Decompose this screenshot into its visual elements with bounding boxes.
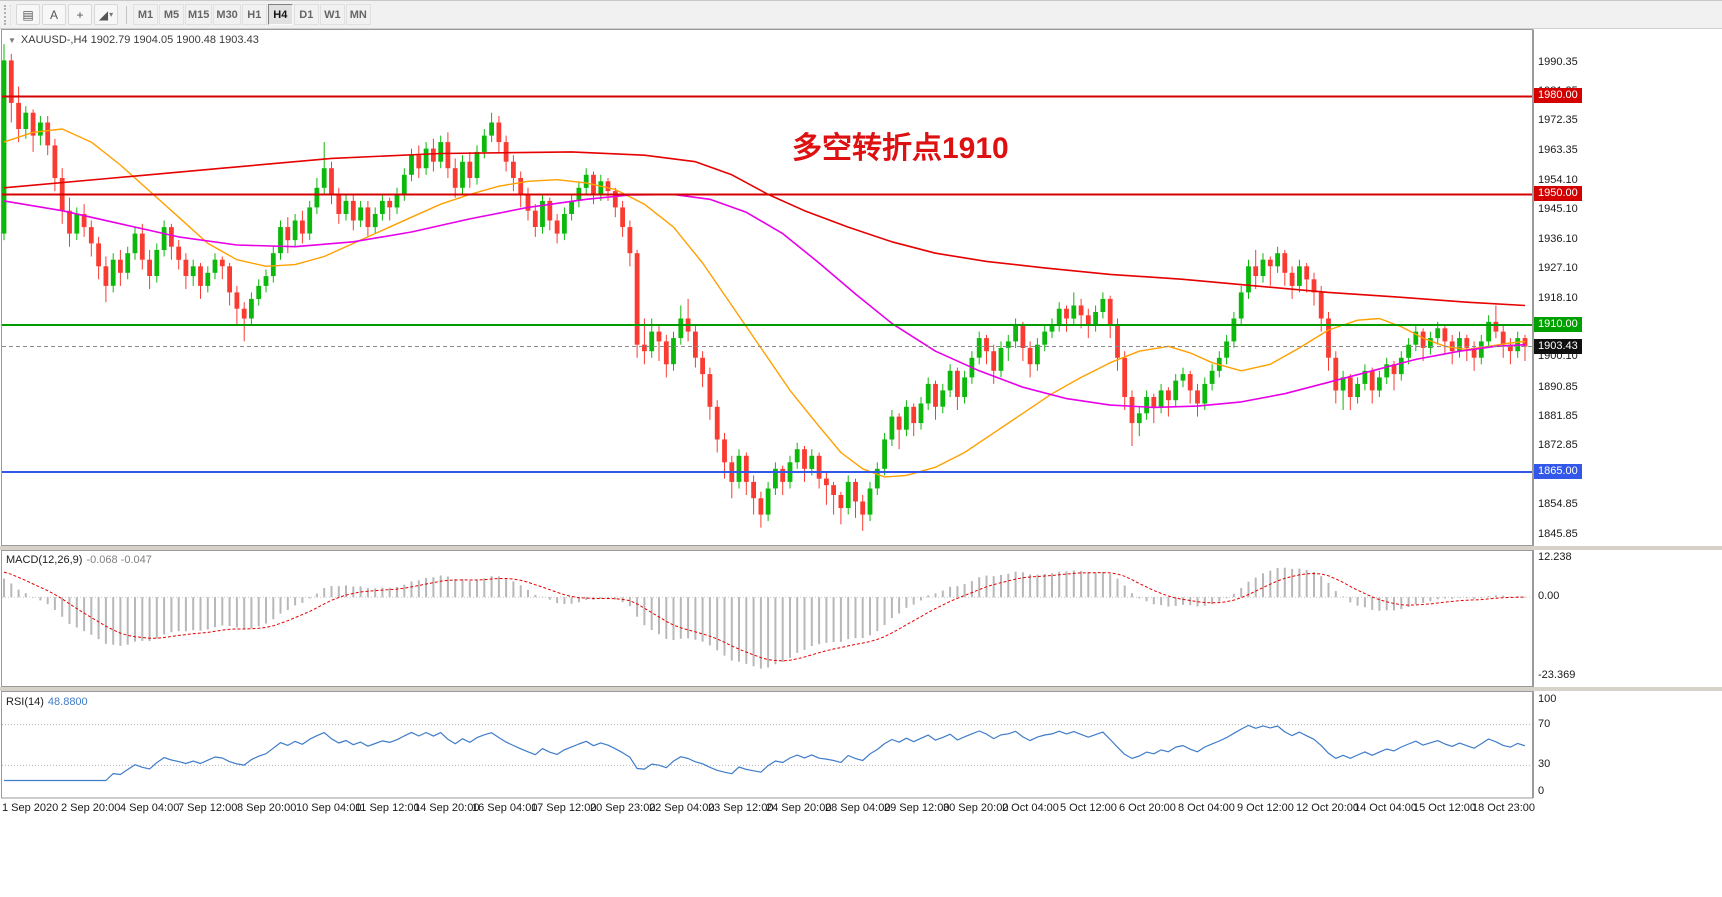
time-label: 29 Sep 12:00 — [884, 802, 950, 814]
price-label-current: 1903.43 — [1534, 339, 1582, 354]
timeframe-button-m15[interactable]: M15 — [185, 4, 213, 25]
time-label: 28 Sep 04:00 — [825, 802, 891, 814]
draw-tool-button[interactable]: ◢ ▾ — [94, 4, 118, 25]
macd-signal-line — [3, 571, 1526, 662]
panel-separator-macd[interactable] — [0, 546, 1722, 550]
candles-group — [1, 44, 1528, 531]
toolbar: ▤ A + ◢ ▾ M1 M5 M15 M30 H1 H4 D1 W1 MN — [0, 1, 1722, 29]
crosshair-icon: + — [76, 7, 84, 22]
ma-slow-red — [3, 151, 1526, 307]
price-tick: 1990.35 — [1538, 56, 1578, 68]
chart-window-button[interactable]: ▤ — [16, 4, 40, 25]
time-label: 15 Oct 12:00 — [1413, 802, 1476, 814]
time-label: 2 Sep 20:00 — [61, 802, 121, 814]
time-label: 23 Sep 12:00 — [708, 802, 774, 814]
timeframe-button-m1[interactable]: M1 — [133, 4, 158, 25]
main-panel-border — [1, 29, 1533, 546]
price-tick: 1918.10 — [1538, 292, 1578, 304]
rsi-label: RSI(14) 48.8800 — [6, 696, 88, 708]
time-label: 6 Oct 20:00 — [1119, 802, 1176, 814]
price-label-1910: 1910.00 — [1534, 317, 1582, 332]
toolbar-separator — [126, 5, 127, 24]
chart-window-icon: ▤ — [22, 7, 34, 22]
price-label-1950: 1950.00 — [1534, 186, 1582, 201]
macd-scale-tick: -23.369 — [1538, 669, 1576, 681]
price-tick: 1963.35 — [1538, 144, 1578, 156]
timeframe-button-h1[interactable]: H1 — [241, 4, 267, 25]
timeframe-button-m5[interactable]: M5 — [159, 4, 184, 25]
rsi-scale-tick: 100 — [1538, 693, 1557, 705]
timeframe-button-d1[interactable]: D1 — [293, 4, 319, 25]
macd-values: -0.068 -0.047 — [86, 554, 152, 566]
time-label: 17 Sep 12:00 — [531, 802, 597, 814]
price-tick: 1872.85 — [1538, 439, 1578, 451]
toolbar-grip[interactable] — [4, 4, 11, 25]
time-label: 7 Sep 12:00 — [178, 802, 238, 814]
symbol-dropdown-icon[interactable]: ▼ — [8, 36, 16, 45]
price-tick: 1972.35 — [1538, 114, 1578, 126]
price-label-1865: 1865.00 — [1534, 464, 1582, 479]
time-label: 4 Sep 04:00 — [120, 802, 180, 814]
chart-title: ▼ XAUUSD-,H4 1902.79 1904.05 1900.48 1903… — [8, 34, 259, 46]
time-label: 5 Oct 12:00 — [1060, 802, 1117, 814]
time-axis[interactable]: 1 Sep 2020 2 Sep 20:00 4 Sep 04:00 7 Sep 12… — [0, 799, 1722, 897]
timeframe-button-w1[interactable]: W1 — [319, 4, 345, 25]
price-tick: 1890.85 — [1538, 381, 1578, 393]
panel-separator-rsi[interactable] — [0, 687, 1722, 691]
time-label: 20 Sep 23:00 — [590, 802, 656, 814]
chart-title-text: XAUUSD-,H4 1902.79 1904.05 1900.48 1903.… — [20, 34, 259, 46]
time-label: 9 Oct 12:00 — [1237, 802, 1294, 814]
timeframe-button-mn[interactable]: MN — [345, 4, 371, 25]
price-tick: 1927.10 — [1538, 262, 1578, 274]
time-label: 11 Sep 12:00 — [355, 802, 420, 814]
rsi-name: RSI(14) — [6, 696, 44, 708]
ma-fast-orange — [3, 128, 1526, 478]
price-tick: 1881.85 — [1538, 410, 1578, 422]
text-tool-icon: A — [49, 7, 58, 22]
macd-label: MACD(12,26,9) -0.068 -0.047 — [6, 554, 152, 566]
price-tick: 1845.85 — [1538, 528, 1578, 540]
price-tick: 1854.85 — [1538, 498, 1578, 510]
rsi-panel-border — [1, 691, 1533, 799]
macd-panel-border — [1, 550, 1533, 687]
timeframe-button-m30[interactable]: M30 — [213, 4, 241, 25]
macd-scale-tick: 12.238 — [1538, 551, 1572, 563]
macd-name: MACD(12,26,9) — [6, 554, 83, 566]
text-tool-button[interactable]: A — [42, 4, 66, 25]
annotation-text[interactable]: 多空转折点1910 — [792, 132, 1009, 165]
time-label: 12 Oct 20:00 — [1296, 802, 1359, 814]
time-label: 8 Sep 20:00 — [237, 802, 297, 814]
time-label: 2 Oct 04:00 — [1002, 802, 1059, 814]
time-label: 30 Sep 20:00 — [943, 802, 1009, 814]
timeframe-button-h4[interactable]: H4 — [267, 4, 293, 25]
rsi-scale-tick: 0 — [1538, 785, 1545, 797]
ma-mid-magenta — [3, 193, 1526, 409]
macd-scale-tick: 0.00 — [1538, 590, 1560, 602]
rsi-scale-tick: 70 — [1538, 718, 1551, 730]
time-label: 8 Oct 04:00 — [1178, 802, 1235, 814]
time-label: 18 Oct 23:00 — [1472, 802, 1535, 814]
crosshair-button[interactable]: + — [68, 4, 92, 25]
time-label: 1 Sep 2020 — [2, 802, 59, 814]
time-label: 14 Sep 20:00 — [414, 802, 480, 814]
time-label: 14 Oct 04:00 — [1354, 802, 1417, 814]
rsi-scale-tick: 30 — [1538, 758, 1551, 770]
chevron-down-icon: ▾ — [109, 10, 114, 19]
price-label-1980: 1980.00 — [1534, 88, 1582, 103]
price-axis[interactable]: 1990.351981.351972.351963.351954.101945.… — [1533, 1, 1722, 897]
time-label: 22 Sep 04:00 — [649, 802, 715, 814]
time-label: 10 Sep 04:00 — [296, 802, 362, 814]
price-tick: 1945.10 — [1538, 203, 1578, 215]
time-label: 16 Sep 04:00 — [472, 802, 538, 814]
time-label: 24 Sep 20:00 — [766, 802, 832, 814]
rsi-value: 48.8800 — [47, 696, 88, 708]
draw-tool-icon: ◢ — [98, 7, 109, 22]
price-tick: 1936.10 — [1538, 233, 1578, 245]
rsi-line — [4, 724, 1526, 782]
price-tick: 1954.10 — [1538, 174, 1578, 186]
macd-histogram — [3, 567, 1526, 669]
